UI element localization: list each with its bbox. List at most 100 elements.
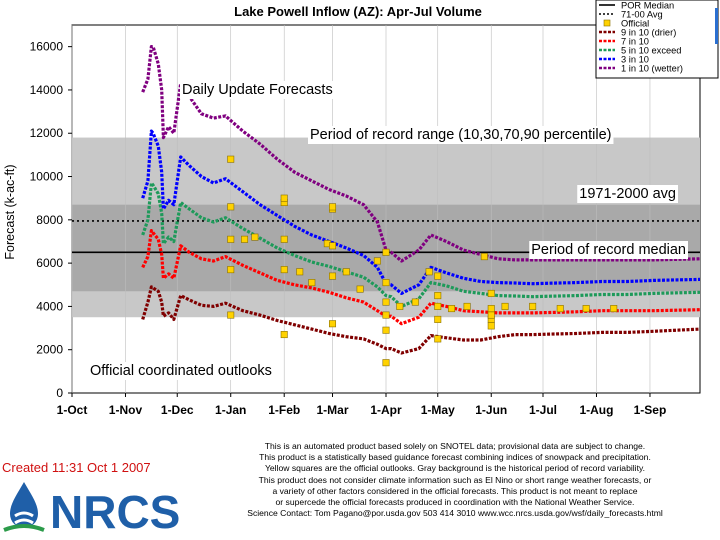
official-marker <box>382 359 390 367</box>
series-line <box>141 181 701 308</box>
official-marker <box>356 285 364 293</box>
official-marker <box>529 302 537 310</box>
legend-label: 1 in 10 (wetter) <box>621 63 683 73</box>
official-marker <box>373 257 381 265</box>
x-tick-label: 1-Jul <box>529 403 557 417</box>
official-marker <box>448 305 456 313</box>
note-line: or supercede the official forecasts prod… <box>275 497 635 508</box>
official-marker <box>610 305 618 313</box>
official-marker <box>342 268 350 276</box>
series-group <box>141 44 701 355</box>
y-tick-label: 12000 <box>30 126 64 140</box>
official-marker <box>501 302 509 310</box>
y-tick-label: 8000 <box>36 213 63 227</box>
y-tick-label: 2000 <box>36 343 63 357</box>
legend-label: 7 in 10 <box>621 36 649 46</box>
official-marker <box>382 248 390 256</box>
official-marker <box>382 298 390 306</box>
official-markers <box>227 155 618 367</box>
annotation-background <box>529 241 688 259</box>
official-marker <box>480 253 488 261</box>
official-marker <box>227 155 235 163</box>
annotation-label: Period of record range (10,30,70,90 perc… <box>310 127 611 143</box>
official-marker <box>227 266 235 274</box>
official-marker <box>463 302 471 310</box>
x-tick-label: 1-Aug <box>579 403 613 417</box>
nrcs-logo: NRCS <box>3 482 180 538</box>
note-line: Yellow squares are the official outlooks… <box>264 463 646 474</box>
series-line <box>141 129 701 295</box>
official-marker <box>329 242 337 250</box>
official-marker <box>227 203 235 211</box>
y-axis-label: Forecast (k-ac-ft) <box>3 164 17 259</box>
legend-label: 5 in 10 exceed <box>621 45 681 55</box>
y-axis: 0 2000 4000 6000 8000 10000 12000 14000 16000 <box>30 40 72 400</box>
note-line: This product is a statistically based gu… <box>259 452 651 463</box>
official-marker <box>396 302 404 310</box>
annotation-label: Official coordinated outlooks <box>90 363 272 379</box>
x-tick-label: 1-Dec <box>161 403 194 417</box>
note-line: a variety of other factors considered in… <box>272 485 638 496</box>
official-marker <box>487 322 495 330</box>
nrcs-logo-text: NRCS <box>50 486 180 538</box>
annotation-background <box>88 362 274 380</box>
legend-label: 9 in 10 (drier) <box>621 27 676 37</box>
x-tick-label: 1-Jun <box>475 403 507 417</box>
official-marker <box>556 305 564 313</box>
series-line <box>141 229 701 326</box>
official-marker <box>280 331 288 339</box>
official-marker <box>382 326 390 334</box>
official-marker <box>425 268 433 276</box>
x-axis: 1-Oct 1-Nov 1-Dec 1-Jan 1-Feb 1-Mar 1-Apr 1-May… <box>57 393 667 417</box>
created-timestamp: Created 11:31 Oct 1 2007 <box>2 460 151 475</box>
official-marker <box>434 272 442 280</box>
official-marker <box>280 235 288 243</box>
official-marker <box>280 194 288 202</box>
official-marker <box>308 279 316 287</box>
legend-label: 3 in 10 <box>621 54 649 64</box>
official-marker <box>280 266 288 274</box>
y-tick-label: 0 <box>56 386 63 400</box>
official-marker <box>382 311 390 319</box>
official-marker <box>296 268 304 276</box>
y-tick-label: 14000 <box>30 83 64 97</box>
annotation-label: Daily Update Forecasts <box>182 82 333 98</box>
official-marker <box>382 279 390 287</box>
y-tick-label: 6000 <box>36 256 63 270</box>
official-marker <box>582 305 590 313</box>
x-tick-label: 1-Sep <box>634 403 667 417</box>
official-marker <box>227 235 235 243</box>
y-tick-label: 10000 <box>30 170 64 184</box>
note-line: This product does not consider climate i… <box>258 474 652 485</box>
window-edge-accent <box>715 8 718 44</box>
x-tick-label: 1-Jan <box>215 403 246 417</box>
official-marker <box>434 315 442 323</box>
x-tick-label: 1-May <box>421 403 455 417</box>
series-line <box>141 44 701 263</box>
official-marker <box>434 335 442 343</box>
x-tick-label: 1-Nov <box>109 403 143 417</box>
official-marker <box>329 272 337 280</box>
annotation-background <box>180 81 335 99</box>
official-marker <box>329 320 337 328</box>
x-tick-label: 1-Mar <box>317 403 349 417</box>
annotation-background <box>308 126 614 144</box>
y-tick-label: 16000 <box>30 40 64 54</box>
official-marker <box>411 298 419 306</box>
chart-title: Lake Powell Inflow (AZ): Apr-Jul Volume <box>234 4 482 19</box>
x-tick-label: 1-Oct <box>57 403 88 417</box>
official-marker <box>227 311 235 319</box>
series-line <box>141 285 701 355</box>
official-marker <box>241 235 249 243</box>
y-tick-label: 4000 <box>36 299 63 313</box>
legend-label: POR Median <box>621 0 674 10</box>
note-line: Science Contact: Tom Pagano@por.usda.gov… <box>247 508 663 519</box>
water-drop-icon <box>3 482 45 532</box>
note-line: This is an automated product based solel… <box>264 441 646 451</box>
official-marker <box>487 311 495 319</box>
x-tick-label: 1-Apr <box>370 403 402 417</box>
official-marker <box>251 233 259 241</box>
legend-box <box>595 0 719 79</box>
